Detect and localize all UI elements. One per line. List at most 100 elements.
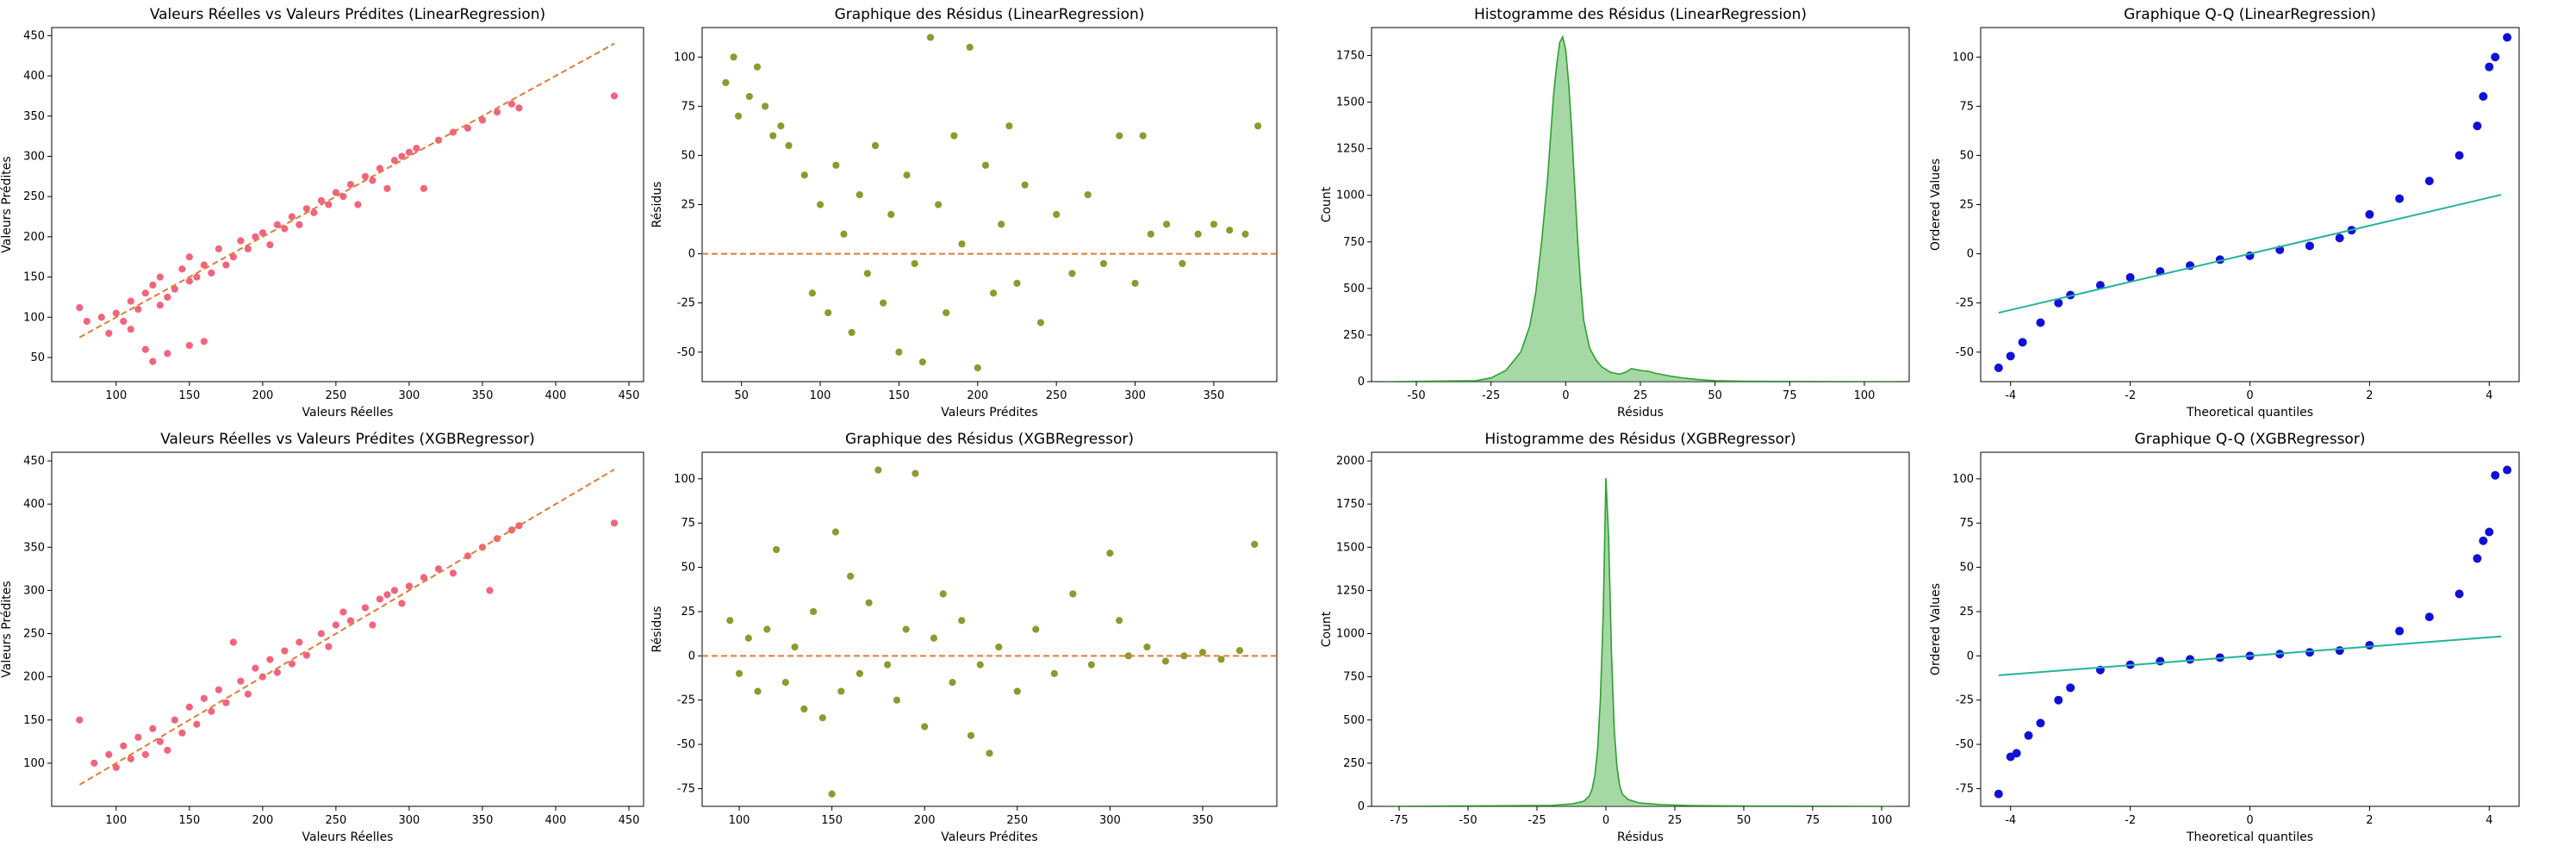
x-axis-label: Résidus	[1617, 406, 1664, 420]
data-point	[184, 702, 194, 712]
data-point	[2335, 646, 2344, 656]
data-point	[893, 695, 901, 705]
x-axis-label: Valeurs Prédites	[941, 830, 1037, 844]
y-tick-label: 0	[1967, 248, 1974, 261]
data-point	[1254, 121, 1262, 131]
y-tick-label: 200	[23, 671, 45, 684]
data-point	[910, 259, 919, 268]
data-point	[2503, 465, 2512, 475]
data-point	[514, 521, 524, 531]
x-tick-label: 0	[2246, 814, 2253, 827]
data-point	[790, 643, 800, 651]
x-tick-label: 100	[1871, 814, 1893, 827]
data-point	[965, 42, 974, 52]
x-tick-label: 0	[1562, 389, 1569, 402]
x-tick-label: -2	[2125, 389, 2136, 402]
y-axis-label: Count	[1320, 186, 1334, 222]
data-point	[800, 705, 809, 713]
y-tick-label: 100	[674, 473, 695, 486]
data-point	[119, 741, 128, 750]
data-point	[265, 655, 275, 664]
data-point	[839, 229, 849, 239]
x-tick-label: -4	[2005, 814, 2016, 827]
y-tick-label: -25	[677, 694, 695, 707]
data-point	[949, 131, 959, 140]
x-tick-label: 250	[325, 814, 346, 827]
data-point	[1198, 648, 1207, 657]
data-point	[1146, 229, 1155, 239]
data-point	[397, 599, 407, 608]
data-point	[744, 633, 753, 643]
data-point	[339, 607, 348, 617]
data-point	[831, 160, 841, 170]
data-point	[725, 616, 735, 625]
data-point	[177, 728, 187, 737]
y-tick-label: -25	[677, 297, 695, 310]
data-point	[126, 325, 135, 334]
data-point	[390, 586, 399, 595]
data-point	[272, 220, 282, 229]
data-point	[449, 569, 457, 578]
y-tick-label: 50	[1959, 149, 1974, 162]
data-point	[846, 571, 856, 581]
x-tick-label: 200	[914, 814, 936, 827]
data-point	[265, 240, 275, 250]
y-tick-label: -50	[1956, 346, 1974, 359]
data-point	[772, 545, 781, 554]
y-tick-label: -25	[1956, 694, 1974, 707]
data-point	[412, 144, 421, 153]
plot-area	[701, 451, 1278, 807]
data-point	[901, 625, 911, 634]
data-point	[2018, 338, 2027, 347]
data-point	[1012, 687, 1022, 696]
x-tick-label: 350	[1203, 389, 1224, 402]
y-tick-label: 100	[674, 51, 695, 64]
data-point	[390, 156, 399, 165]
data-point	[368, 176, 377, 185]
data-point	[1193, 229, 1203, 239]
data-point	[864, 598, 874, 607]
y-tick-label: 50	[681, 149, 695, 162]
plot-body	[75, 469, 619, 786]
x-tick-label: 150	[178, 389, 200, 402]
data-point	[2054, 695, 2063, 705]
data-point	[405, 147, 414, 157]
y-tick-label: 100	[1952, 473, 1974, 486]
data-point	[155, 737, 165, 746]
data-point	[140, 345, 150, 354]
data-point	[163, 745, 172, 755]
data-point	[126, 296, 135, 306]
data-point	[148, 357, 158, 366]
chart-panel-5: Valeurs Réelles vs Valeurs Prédites (XGB…	[0, 431, 644, 844]
x-tick-label: 250	[1046, 389, 1067, 402]
y-tick-label: -75	[1956, 782, 1974, 795]
data-point	[199, 260, 208, 270]
chart-panel-6: Graphique des Résidus (XGBRegressor) 100 1…	[650, 431, 1278, 844]
data-point	[2012, 749, 2021, 758]
data-point	[2305, 648, 2314, 657]
data-point	[729, 53, 738, 62]
y-tick-label: 750	[1343, 236, 1365, 249]
data-point	[911, 469, 920, 478]
x-tick-label: -75	[1390, 814, 1408, 827]
reference-line	[78, 42, 615, 339]
x-tick-label: 2	[2366, 389, 2373, 402]
data-point	[140, 749, 150, 759]
plot-body	[702, 465, 1277, 799]
data-point	[207, 268, 216, 277]
data-point	[221, 260, 231, 270]
data-point	[768, 131, 778, 140]
x-tick-label: -25	[1482, 389, 1500, 402]
x-tick-label: 300	[399, 389, 420, 402]
data-point	[879, 298, 888, 308]
y-tick-label: 0	[1967, 650, 1974, 662]
data-point	[816, 200, 824, 209]
data-point	[918, 358, 927, 367]
data-point	[2491, 470, 2500, 480]
data-point	[985, 749, 994, 758]
y-tick-label: -50	[677, 738, 695, 751]
x-tick-label: 350	[472, 814, 494, 827]
chart-title: Histogramme des Résidus (LinearRegressio…	[1474, 6, 1807, 23]
data-point	[1031, 625, 1041, 634]
y-tick-label: 500	[1343, 283, 1365, 295]
